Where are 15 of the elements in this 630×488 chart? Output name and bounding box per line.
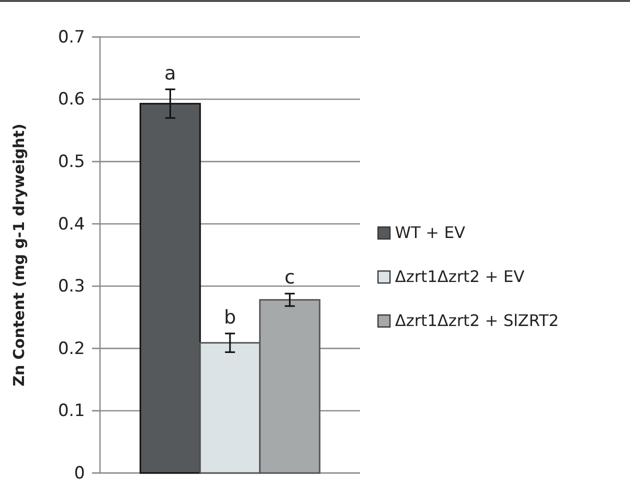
y-tick-label: 0.6 [58, 90, 85, 110]
legend-label: Δzrt1Δzrt2 + SlZRT2 [395, 311, 559, 330]
annotation: b [224, 306, 236, 328]
legend-label: Δzrt1Δzrt2 + EV [395, 267, 524, 286]
y-tick-label: 0.2 [58, 338, 85, 359]
y-tick-label: 0.4 [58, 214, 85, 234]
y-tick-label: 0.1 [58, 401, 85, 422]
y-tick-label: 0.7 [58, 27, 85, 48]
y-tick-label: 0.3 [58, 276, 85, 297]
y-axis-title: Zn Content (mg g-1 dryweight) [10, 124, 28, 386]
y-tick-label: 0.5 [58, 152, 85, 172]
y-tick-label: 0 [74, 463, 85, 484]
legend-label: WT + EV [395, 223, 466, 242]
annotation: a [164, 62, 176, 84]
annotation: c [284, 266, 295, 289]
